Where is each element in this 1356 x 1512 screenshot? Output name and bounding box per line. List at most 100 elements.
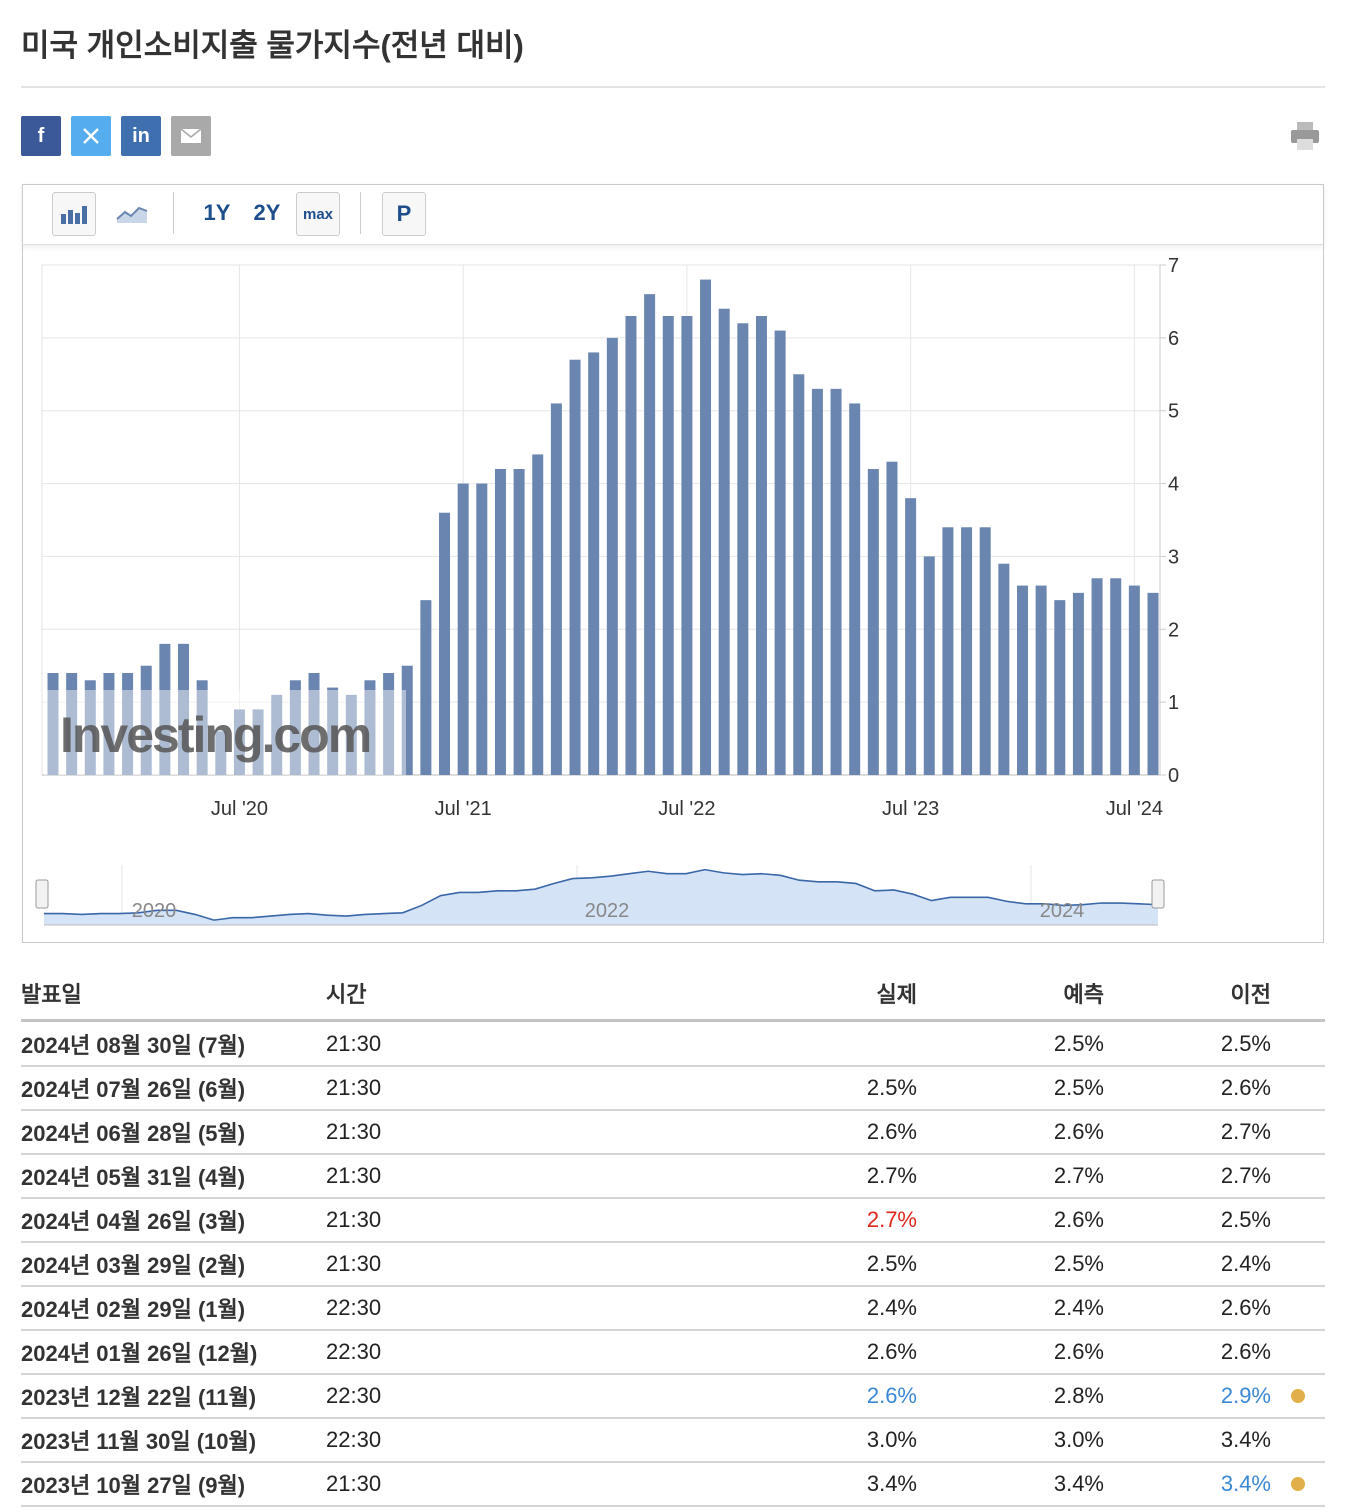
bar: [215, 731, 227, 775]
bar: [1091, 578, 1103, 775]
navigator-label: 2024: [1040, 900, 1085, 922]
row-rule: [21, 1065, 1325, 1067]
forecast-cell: 3.0%: [1053, 1427, 1104, 1452]
x-tick-label: Jul '22: [658, 798, 715, 820]
bar: [233, 709, 245, 775]
bar: [923, 556, 935, 775]
bar: [1147, 592, 1159, 775]
time-cell: 21:30: [326, 1119, 382, 1144]
linkedin-button[interactable]: in: [121, 116, 161, 156]
time-cell: 22:30: [326, 1339, 382, 1364]
navigator-line: [44, 868, 1159, 921]
actual-cell: 2.4%: [866, 1295, 917, 1320]
row-rule: [21, 1373, 1325, 1375]
x-tick-label: Jul '21: [435, 798, 492, 820]
previous-cell: 3.4%: [1220, 1427, 1271, 1452]
date-cell: 2024년 02월 29일 (1월): [21, 1297, 246, 1322]
forecast-cell: 2.5%: [1053, 1251, 1104, 1276]
date-cell: 2024년 07월 26일 (6월): [21, 1077, 246, 1102]
bar: [793, 374, 805, 775]
range-max-button[interactable]: max: [296, 192, 340, 236]
bar: [271, 694, 283, 775]
header-rule: [21, 1019, 1325, 1022]
forecast-cell: 2.4%: [1053, 1295, 1104, 1320]
bar: [886, 461, 898, 775]
bar: [494, 469, 506, 775]
p-button[interactable]: P: [382, 192, 426, 236]
print-button[interactable]: [1289, 120, 1321, 152]
column-header: 이전: [1230, 982, 1271, 1007]
bar: [420, 600, 432, 775]
y-tick-label: 0: [1168, 765, 1179, 787]
actual-cell: 2.5%: [866, 1251, 917, 1276]
bar: [476, 483, 488, 775]
row-rule: [21, 1285, 1325, 1287]
previous-cell: 2.6%: [1220, 1295, 1271, 1320]
actual-cell: 2.6%: [866, 1339, 917, 1364]
bar: [830, 388, 842, 775]
forecast-cell: 2.6%: [1053, 1207, 1104, 1232]
bar: [867, 469, 879, 775]
range-1y-button[interactable]: 1Y: [203, 200, 231, 225]
bar: [1110, 578, 1122, 775]
range-2y-button[interactable]: 2Y: [253, 200, 281, 225]
bar: [84, 680, 96, 775]
previous-cell: 3.4%: [1220, 1471, 1271, 1496]
bar: [364, 680, 376, 775]
date-cell: 2024년 06월 28일 (5월): [21, 1121, 246, 1146]
bar: [1128, 585, 1140, 775]
bar: [66, 673, 78, 775]
previous-cell: 2.7%: [1220, 1119, 1271, 1144]
watermark: Investing.com: [60, 707, 370, 763]
x-icon: [83, 128, 99, 144]
bar: [942, 527, 954, 775]
bar: [196, 680, 208, 775]
page-title: 미국 개인소비지출 물가지수(전년 대비): [21, 28, 524, 63]
email-button[interactable]: [171, 116, 211, 156]
bar: [383, 673, 395, 775]
bar: [178, 643, 190, 775]
bar: [700, 279, 712, 775]
bar: [774, 330, 786, 775]
chart-panel: [22, 184, 1324, 943]
watermark-veil: [44, 690, 406, 775]
facebook-button[interactable]: f: [21, 116, 61, 156]
x-button[interactable]: [71, 116, 111, 156]
bar: [718, 308, 730, 775]
forecast-cell: 2.6%: [1053, 1339, 1104, 1364]
y-tick-label: 4: [1168, 474, 1179, 496]
bar: [345, 694, 357, 775]
bar: [606, 337, 618, 775]
y-tick-label: 3: [1168, 546, 1179, 568]
date-cell: 2024년 01월 26일 (12월): [21, 1341, 258, 1366]
previous-cell: 2.5%: [1220, 1031, 1271, 1056]
navigator-area: [44, 869, 1158, 925]
chart: 0 1 2 3 4 5 6 7 Jul '20 Jul '21 Jul '22 Jul '23 Jul …: [35, 255, 1179, 926]
forecast-cell: 3.4%: [1053, 1471, 1104, 1496]
navigator-handle: [1151, 879, 1165, 909]
line-chart-button[interactable]: [110, 192, 154, 234]
date-cell: 2024년 05월 31일 (4월): [21, 1165, 246, 1190]
time-cell: 22:30: [326, 1383, 382, 1408]
date-cell: 2023년 11월 30일 (10월): [21, 1429, 257, 1454]
bar: [961, 527, 973, 775]
row-rule: [21, 1505, 1325, 1507]
forecast-cell: 2.7%: [1053, 1163, 1104, 1188]
revised-dot: [1291, 1477, 1305, 1491]
navigator-label: 2020: [132, 900, 177, 922]
row-rule: [21, 1417, 1325, 1419]
revised-dot: [1291, 1389, 1305, 1403]
bar-chart-button[interactable]: [52, 192, 96, 236]
forecast-cell: 2.5%: [1053, 1075, 1104, 1100]
row-rule: [21, 1241, 1325, 1243]
bar: [737, 323, 749, 775]
bar: [1016, 585, 1028, 775]
column-header: 실제: [876, 982, 917, 1007]
x-tick-label: Jul '20: [211, 798, 268, 820]
bar: [439, 512, 451, 775]
bar: [998, 563, 1010, 775]
bar: [1035, 585, 1047, 775]
column-header: 예측: [1063, 982, 1104, 1007]
time-cell: 21:30: [326, 1471, 382, 1496]
